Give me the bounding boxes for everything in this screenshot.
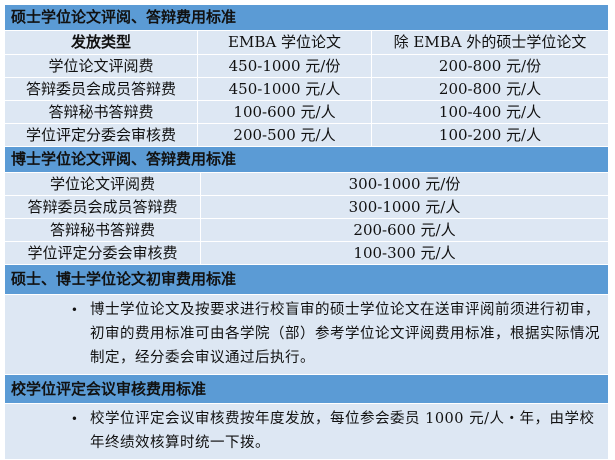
cell: 450-1000 元/人 — [198, 78, 372, 100]
cell: 200-800 元/人 — [438, 80, 542, 98]
cell: 学位评定分委会审核费 — [5, 242, 201, 264]
cell: 答辩委员会成员答辩费 — [5, 196, 201, 218]
section-title-preliminary: 硕士、博士学位论文初审费用标准 — [5, 265, 608, 295]
cell: 100-600 元/人 — [198, 101, 372, 123]
col-header-other-master: 除 EMBA 外的硕士学位论文 — [393, 33, 587, 51]
cell: 答辩秘书答辩费 — [5, 219, 201, 241]
cell: 300-1000 元/人 — [348, 198, 461, 216]
school-committee-paragraph: • 校学位评定会议审核费按年度发放，每位参会委员 1000 元/人・年，由学校年… — [5, 404, 608, 460]
section-title-doctor: 博士学位论文评阅、答辩费用标准 — [5, 147, 608, 173]
bullet-icon: • — [70, 412, 78, 426]
cell: 100-300 元/人 — [353, 244, 456, 262]
table-row: 答辩秘书答辩费 100-600 元/人 100-400 元/人 — [5, 101, 608, 124]
cell: 200-500 元/人 — [198, 124, 372, 146]
cell: 学位论文评阅费 — [5, 173, 201, 195]
preliminary-review-paragraph: • 博士学位论文及按要求进行校盲审的硕士学位论文在送审评阅前须进行初审，初审的费… — [5, 295, 608, 375]
table-row: 学位评定分委会审核费 100-300 元/人 — [5, 242, 608, 265]
table-row: 答辩秘书答辩费 200-600 元/人 — [5, 219, 608, 242]
cell: 300-1000 元/份 — [348, 175, 461, 193]
table-row: 答辩委员会成员答辩费 300-1000 元/人 — [5, 196, 608, 219]
table-row: 答辩委员会成员答辩费 450-1000 元/人 200-800 元/人 — [5, 78, 608, 101]
cell: 200-600 元/人 — [353, 221, 456, 239]
col-header-type: 发放类型 — [5, 31, 198, 54]
table-row: 学位论文评阅费 450-1000 元/份 200-800 元/份 — [5, 55, 608, 78]
col-header-emba: EMBA 学位论文 — [198, 31, 372, 54]
bullet-icon: • — [70, 303, 78, 317]
section-title-master: 硕士学位论文评阅、答辩费用标准 — [5, 5, 608, 31]
cell: 学位评定分委会审核费 — [5, 124, 198, 146]
cell: 学位论文评阅费 — [5, 55, 198, 77]
cell: 答辩委员会成员答辩费 — [5, 78, 198, 100]
cell: 200-800 元/份 — [438, 57, 542, 75]
cell: 100-200 元/人 — [438, 126, 542, 144]
table-row: 学位论文评阅费 300-1000 元/份 — [5, 173, 608, 196]
section-title-school-committee: 校学位评定会议审核费用标准 — [5, 375, 608, 404]
table-row: 学位评定分委会审核费 200-500 元/人 100-200 元/人 — [5, 124, 608, 147]
cell: 100-400 元/人 — [438, 103, 542, 121]
fee-standards-table: 硕士学位论文评阅、答辩费用标准 发放类型 EMBA 学位论文 除 EMBA 外的… — [5, 5, 608, 460]
header-row: 发放类型 EMBA 学位论文 除 EMBA 外的硕士学位论文 — [5, 31, 608, 55]
paragraph-text: 博士学位论文及按要求进行校盲审的硕士学位论文在送审评阅前须进行初审，初审的费用标… — [90, 302, 600, 366]
paragraph-text: 校学位评定会议审核费按年度发放，每位参会委员 1000 元/人・年，由学校年终绩… — [90, 411, 595, 451]
cell: 450-1000 元/份 — [198, 55, 372, 77]
cell: 答辩秘书答辩费 — [5, 101, 198, 123]
